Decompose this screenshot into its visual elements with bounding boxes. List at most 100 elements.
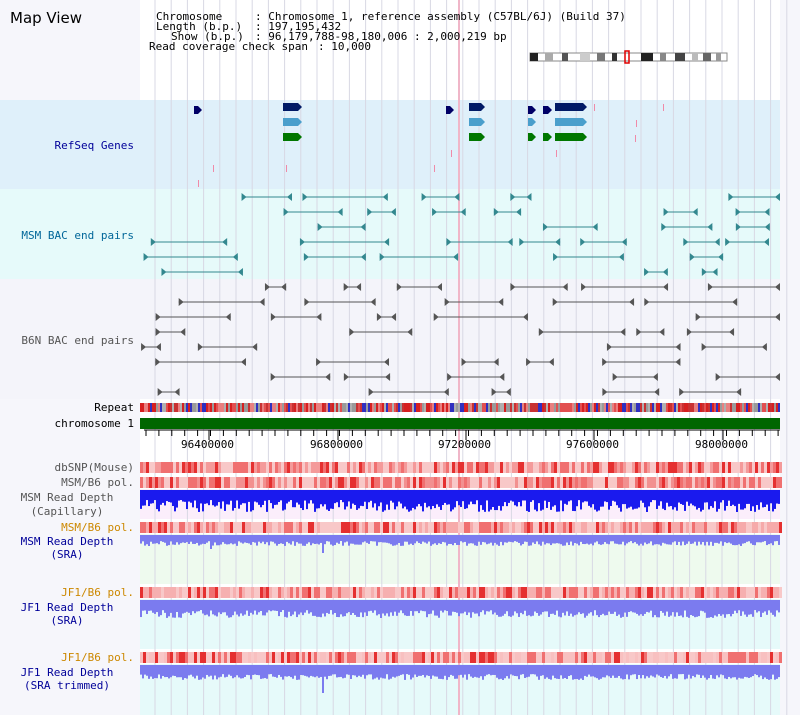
msm-b6-pol-cell: [758, 522, 761, 533]
msm-depth-sra-bar: [226, 535, 228, 545]
jf1-depth-trimmed-bar: [270, 665, 272, 675]
msm-depth-capillary-bar: [468, 490, 470, 505]
repeat-segment: [586, 403, 588, 412]
track-label-dbsnp[interactable]: dbSNP(Mouse): [54, 461, 134, 474]
msm-depth-sra-bar: [404, 535, 406, 542]
msm-depth-sra-bar: [704, 535, 706, 546]
jf1-depth-sra-bar: [318, 600, 320, 617]
track-label-jf1-depth-sra[interactable]: JF1 Read Depth: [20, 601, 114, 614]
jf1-b6-pol-cell: [311, 652, 314, 663]
msm-depth-capillary-bar: [408, 490, 410, 512]
msm-depth-sra-bar: [434, 535, 436, 544]
jf1-depth-trimmed-bar: [742, 665, 744, 679]
jf1-depth-sra-bar: [672, 600, 674, 613]
dbsnp-cell: [179, 462, 182, 473]
jf1-depth-trimmed-bar: [334, 665, 336, 675]
msm-b6-pol-cell: [260, 522, 263, 533]
msm-b6-pol-cell: [746, 477, 749, 488]
jf1-b6-pol-cell: [446, 587, 449, 598]
dbsnp-cell: [563, 462, 566, 473]
msm-b6-pol-cell: [443, 477, 446, 488]
track-label-msm-b6-pol-1[interactable]: MSM/B6 pol.: [61, 476, 134, 489]
msm-bac-end: [663, 208, 669, 216]
msm-depth-capillary-bar: [686, 490, 688, 502]
msm-b6-pol-cell: [416, 522, 419, 533]
jf1-b6-pol-cell: [419, 652, 422, 663]
track-label-jf1-b6-pol-2[interactable]: JF1/B6 pol.: [61, 651, 134, 664]
track-label-msm-depth-capillary[interactable]: MSM Read Depth: [20, 491, 114, 504]
jf1-depth-trimmed-bar: [636, 665, 638, 680]
jf1-depth-sra-bar: [642, 600, 644, 616]
ideogram-band: [597, 53, 605, 61]
repeat-segment: [174, 403, 176, 412]
jf1-depth-trimmed-bar: [480, 665, 482, 677]
msm-depth-capillary-bar: [412, 490, 414, 508]
jf1-b6-pol-cell: [479, 587, 482, 598]
jf1-depth-trimmed-bar: [256, 665, 258, 676]
jf1-depth-trimmed-bar: [488, 665, 490, 675]
msm-depth-capillary-bar: [386, 490, 388, 505]
jf1-depth-sra-bar: [656, 600, 658, 618]
jf1-depth-trimmed-bar: [516, 665, 518, 677]
jf1-depth-trimmed-bar: [678, 665, 680, 675]
msm-depth-sra-bar: [486, 535, 488, 545]
dbsnp-cell: [377, 462, 380, 473]
msm-depth-sra-bar: [532, 535, 534, 543]
msm-b6-pol-cell: [710, 477, 713, 488]
msm-b6-pol-cell: [557, 477, 560, 488]
msm-depth-sra-bar: [670, 535, 672, 545]
jf1-depth-trimmed-bar: [294, 665, 296, 676]
repeat-segment: [336, 403, 338, 412]
jf1-b6-pol-cell: [287, 587, 290, 598]
track-label-msm-b6-pol-2[interactable]: MSM/B6 pol.: [61, 521, 134, 534]
jf1-depth-sra-bar: [314, 600, 316, 616]
jf1-b6-pol-cell: [170, 652, 173, 663]
repeat-segment: [188, 403, 190, 412]
msm-b6-pol-cell: [509, 522, 512, 533]
msm-depth-sra-bar: [156, 535, 158, 544]
repeat-segment: [308, 403, 310, 412]
msm-b6-pol-cell: [515, 522, 518, 533]
jf1-depth-sra-bar: [236, 600, 238, 615]
msm-depth-sra-bar: [314, 535, 316, 545]
msm-bac-end: [701, 268, 707, 276]
msm-b6-pol-cell: [140, 522, 143, 533]
jf1-depth-trimmed-bar: [650, 665, 652, 676]
jf1-depth-trimmed-bar: [312, 665, 314, 677]
track-label-chromosome[interactable]: chromosome 1: [54, 417, 134, 430]
jf1-b6-pol-cell: [332, 652, 335, 663]
jf1-b6-pol-cell: [140, 587, 143, 598]
track-label-repeat[interactable]: Repeat: [94, 401, 134, 414]
msm-bac-end: [692, 208, 698, 216]
msm-b6-pol-cell: [617, 522, 620, 533]
jf1-b6-pol-cell: [392, 587, 395, 598]
jf1-depth-trimmed-bar: [288, 665, 290, 677]
msm-b6-pol-cell: [608, 522, 611, 533]
dbsnp-cell: [500, 462, 503, 473]
dbsnp-cell: [419, 462, 422, 473]
jf1-b6-pol-cell: [656, 652, 659, 663]
msm-b6-pol-cell: [464, 477, 467, 488]
msm-depth-capillary-bar: [648, 490, 650, 507]
jf1-b6-pol-cell: [533, 652, 536, 663]
track-label-jf1-depth-trimmed[interactable]: JF1 Read Depth: [20, 666, 114, 679]
msm-depth-capillary-bar: [180, 490, 182, 501]
jf1-depth-sra-bar: [720, 600, 722, 616]
msm-depth-sra-bar: [366, 535, 368, 543]
track-label-b6n-bac[interactable]: B6N BAC end pairs: [21, 334, 134, 347]
track-label-refseq-genes[interactable]: RefSeq Genes: [54, 139, 134, 152]
jf1-b6-pol-cell: [686, 587, 689, 598]
track-label-jf1-b6-pol-1[interactable]: JF1/B6 pol.: [61, 586, 134, 599]
msm-depth-capillary-bar: [366, 490, 368, 510]
msm-b6-pol-cell: [209, 522, 212, 533]
gene-feature: [194, 106, 198, 114]
dbsnp-cell: [644, 462, 647, 473]
jf1-b6-pol-cell: [752, 652, 755, 663]
track-label-msm-bac[interactable]: MSM BAC end pairs: [21, 229, 134, 242]
jf1-depth-trimmed-bar: [686, 665, 688, 679]
repeat-segment: [476, 403, 478, 412]
repeat-segment: [618, 403, 620, 412]
track-label-msm-depth-sra[interactable]: MSM Read Depth: [20, 535, 114, 548]
msm-b6-pol-cell: [212, 477, 215, 488]
